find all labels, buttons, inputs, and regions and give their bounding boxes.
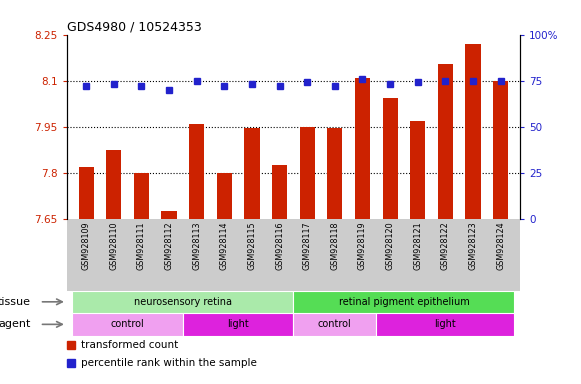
Text: GSM928122: GSM928122 bbox=[441, 221, 450, 270]
Bar bbox=[183, 313, 293, 336]
Bar bbox=[134, 173, 149, 219]
Text: GSM928112: GSM928112 bbox=[164, 221, 174, 270]
Text: light: light bbox=[435, 319, 456, 329]
Text: transformed count: transformed count bbox=[81, 340, 178, 350]
Bar bbox=[189, 124, 205, 219]
Text: GSM928118: GSM928118 bbox=[331, 221, 339, 270]
Bar bbox=[73, 313, 183, 336]
Text: GSM928119: GSM928119 bbox=[358, 221, 367, 270]
Text: control: control bbox=[318, 319, 352, 329]
Text: GSM928109: GSM928109 bbox=[82, 221, 91, 270]
Text: light: light bbox=[227, 319, 249, 329]
Text: GSM928114: GSM928114 bbox=[220, 221, 229, 270]
Text: agent: agent bbox=[0, 319, 31, 329]
Bar bbox=[245, 128, 260, 219]
Bar bbox=[162, 211, 177, 219]
Text: GSM928115: GSM928115 bbox=[248, 221, 256, 270]
Bar bbox=[272, 165, 287, 219]
Bar bbox=[217, 173, 232, 219]
Bar bbox=[376, 313, 514, 336]
Text: GSM928110: GSM928110 bbox=[109, 221, 119, 270]
Bar bbox=[493, 81, 508, 219]
Bar bbox=[438, 64, 453, 219]
Bar bbox=[293, 313, 376, 336]
Text: GSM928113: GSM928113 bbox=[192, 221, 201, 270]
Text: percentile rank within the sample: percentile rank within the sample bbox=[81, 358, 257, 368]
Text: GSM928121: GSM928121 bbox=[413, 221, 422, 270]
Text: GSM928120: GSM928120 bbox=[386, 221, 394, 270]
Bar bbox=[355, 78, 370, 219]
Text: GSM928116: GSM928116 bbox=[275, 221, 284, 270]
Text: GDS4980 / 10524353: GDS4980 / 10524353 bbox=[67, 20, 202, 33]
Text: control: control bbox=[111, 319, 145, 329]
Bar bbox=[78, 167, 94, 219]
Bar bbox=[465, 44, 480, 219]
Bar bbox=[293, 291, 514, 313]
Text: tissue: tissue bbox=[0, 297, 31, 307]
Bar bbox=[382, 98, 398, 219]
Bar bbox=[300, 127, 315, 219]
Text: GSM928123: GSM928123 bbox=[468, 221, 478, 270]
Bar bbox=[327, 128, 342, 219]
Bar bbox=[106, 150, 121, 219]
Text: GSM928111: GSM928111 bbox=[137, 221, 146, 270]
Text: retinal pigment epithelium: retinal pigment epithelium bbox=[339, 297, 469, 307]
Text: GSM928124: GSM928124 bbox=[496, 221, 505, 270]
Bar bbox=[410, 121, 425, 219]
Text: neurosensory retina: neurosensory retina bbox=[134, 297, 232, 307]
Bar bbox=[73, 291, 293, 313]
Text: GSM928117: GSM928117 bbox=[303, 221, 312, 270]
